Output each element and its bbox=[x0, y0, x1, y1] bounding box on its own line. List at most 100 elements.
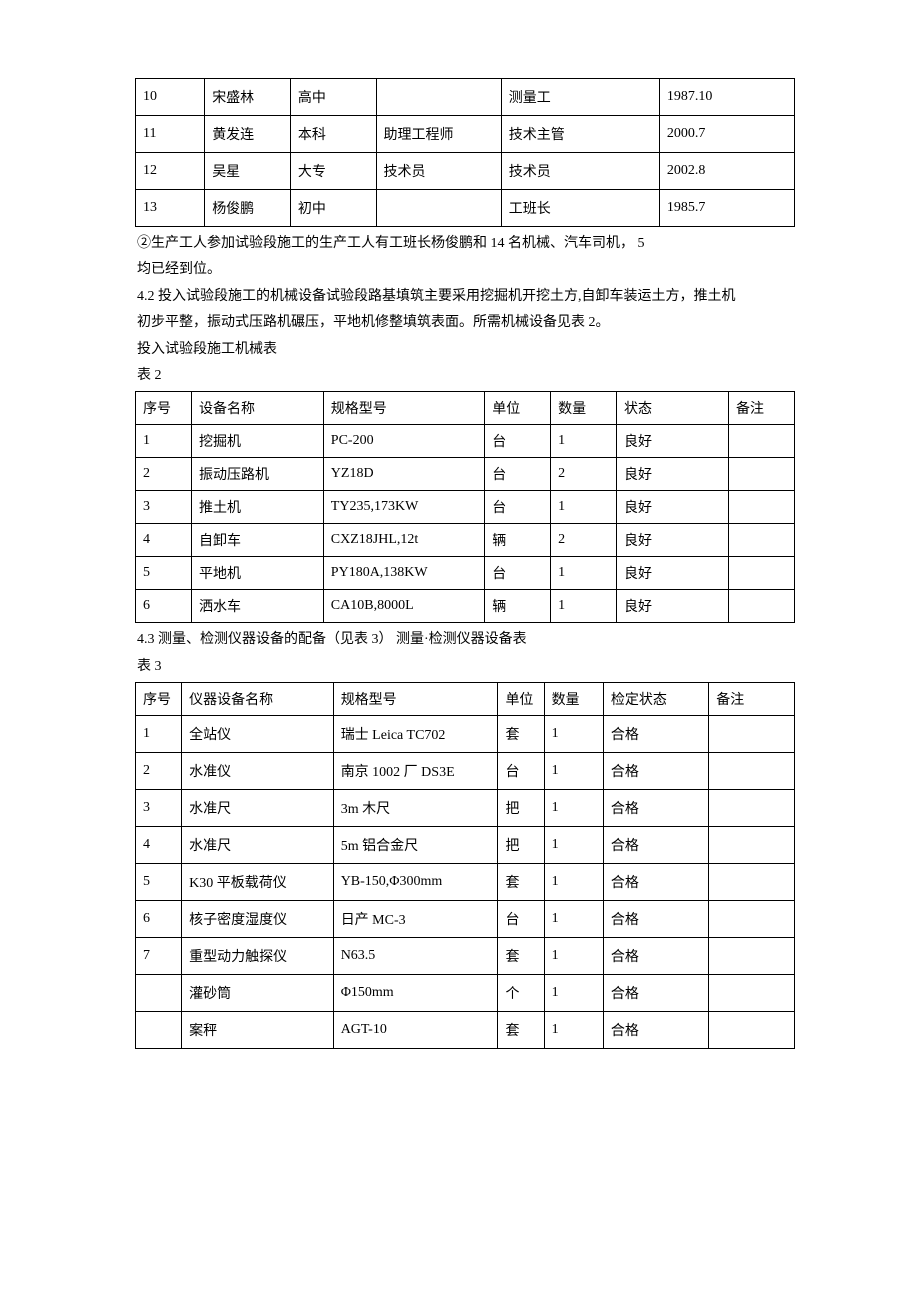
table-cell: 初中 bbox=[290, 190, 376, 227]
table-cell bbox=[709, 1012, 795, 1049]
table-cell bbox=[709, 901, 795, 938]
para-6: 4.3 测量、检测仪器设备的配备（见表 3） 测量·检测仪器设备表 bbox=[137, 629, 793, 651]
table-row: 3推土机TY235,173KW台1良好 bbox=[136, 491, 795, 524]
table-cell: 1 bbox=[544, 753, 603, 790]
table-cell: 11 bbox=[136, 116, 205, 153]
table-cell: 合格 bbox=[603, 1012, 708, 1049]
table-cell: 水准尺 bbox=[182, 790, 334, 827]
table-header-cell: 状态 bbox=[617, 392, 729, 425]
machinery-table: 序号设备名称规格型号单位数量状态备注1挖掘机PC-200台1良好2振动压路机YZ… bbox=[135, 391, 795, 623]
table-cell bbox=[709, 864, 795, 901]
table-cell bbox=[136, 1012, 182, 1049]
table-header-cell: 备注 bbox=[709, 683, 795, 716]
table-cell: 1 bbox=[544, 901, 603, 938]
table-cell: 4 bbox=[136, 524, 192, 557]
table-header-cell: 序号 bbox=[136, 683, 182, 716]
table-row: 1挖掘机PC-200台1良好 bbox=[136, 425, 795, 458]
table-row: 灌砂筒Φ150mm个1合格 bbox=[136, 975, 795, 1012]
table-row: 2振动压路机YZ18D台2良好 bbox=[136, 458, 795, 491]
table-cell: 合格 bbox=[603, 790, 708, 827]
table-cell: 2002.8 bbox=[659, 153, 794, 190]
table-cell: 套 bbox=[498, 1012, 544, 1049]
table-header-cell: 规格型号 bbox=[323, 392, 484, 425]
table-cell: 合格 bbox=[603, 716, 708, 753]
table-cell: 振动压路机 bbox=[192, 458, 324, 491]
table-cell: 良好 bbox=[617, 590, 729, 623]
table-row: 7重型动力触探仪N63.5套1合格 bbox=[136, 938, 795, 975]
table-cell: 高中 bbox=[290, 79, 376, 116]
table-cell: 水准仪 bbox=[182, 753, 334, 790]
table-cell: 日产 MC-3 bbox=[333, 901, 498, 938]
table-cell: 3m 木尺 bbox=[333, 790, 498, 827]
table-header-cell: 单位 bbox=[485, 392, 551, 425]
table-row: 3水准尺3m 木尺把1合格 bbox=[136, 790, 795, 827]
table-header-cell: 仪器设备名称 bbox=[182, 683, 334, 716]
table-cell: 1 bbox=[544, 864, 603, 901]
paragraph-block-2: 4.3 测量、检测仪器设备的配备（见表 3） 测量·检测仪器设备表 表 3 bbox=[135, 623, 795, 678]
table-cell: 台 bbox=[485, 557, 551, 590]
table-cell: 平地机 bbox=[192, 557, 324, 590]
table-row: 1全站仪瑞士 Leica TC702套1合格 bbox=[136, 716, 795, 753]
table-cell: 1 bbox=[136, 716, 182, 753]
table-cell: 灌砂筒 bbox=[182, 975, 334, 1012]
table-cell: 10 bbox=[136, 79, 205, 116]
table-cell: 6 bbox=[136, 901, 182, 938]
table-cell bbox=[376, 79, 501, 116]
table-cell: K30 平板载荷仪 bbox=[182, 864, 334, 901]
table-cell: 助理工程师 bbox=[376, 116, 501, 153]
table-cell bbox=[729, 524, 795, 557]
table-row: 案秤AGT-10套1合格 bbox=[136, 1012, 795, 1049]
table-cell bbox=[709, 716, 795, 753]
table-cell: 1 bbox=[551, 425, 617, 458]
table-row: 13杨俊鹏初中工班长1985.7 bbox=[136, 190, 795, 227]
table-cell bbox=[729, 557, 795, 590]
table-cell: PY180A,138KW bbox=[323, 557, 484, 590]
table2-caption: 表 2 bbox=[137, 365, 793, 387]
table-cell bbox=[709, 827, 795, 864]
table-cell: CA10B,8000L bbox=[323, 590, 484, 623]
table-cell: 挖掘机 bbox=[192, 425, 324, 458]
table-cell: 自卸车 bbox=[192, 524, 324, 557]
table-cell: 技术员 bbox=[376, 153, 501, 190]
instrument-table: 序号仪器设备名称规格型号单位数量检定状态备注1全站仪瑞士 Leica TC702… bbox=[135, 682, 795, 1049]
table-cell: 1 bbox=[551, 557, 617, 590]
table-cell: 5 bbox=[136, 864, 182, 901]
table-cell: 套 bbox=[498, 864, 544, 901]
table-cell: 6 bbox=[136, 590, 192, 623]
table-cell: 工班长 bbox=[501, 190, 659, 227]
table-row: 11黄发连本科助理工程师技术主管2000.7 bbox=[136, 116, 795, 153]
table-cell: 3 bbox=[136, 491, 192, 524]
table-cell: 良好 bbox=[617, 557, 729, 590]
table-cell: 本科 bbox=[290, 116, 376, 153]
table-row: 12吴星大专技术员技术员2002.8 bbox=[136, 153, 795, 190]
table-cell: 1 bbox=[136, 425, 192, 458]
table-cell: 技术员 bbox=[501, 153, 659, 190]
table-cell bbox=[709, 753, 795, 790]
table-cell: 合格 bbox=[603, 827, 708, 864]
table-cell: 7 bbox=[136, 938, 182, 975]
table-cell: 1 bbox=[544, 716, 603, 753]
table-cell: 1 bbox=[551, 491, 617, 524]
table-cell: 2 bbox=[551, 458, 617, 491]
table-cell: 12 bbox=[136, 153, 205, 190]
table-cell: 1985.7 bbox=[659, 190, 794, 227]
table-cell: 合格 bbox=[603, 938, 708, 975]
table-cell: AGT-10 bbox=[333, 1012, 498, 1049]
table-cell: 套 bbox=[498, 716, 544, 753]
table-cell: 宋盛林 bbox=[205, 79, 291, 116]
table-cell: 5m 铝合金尺 bbox=[333, 827, 498, 864]
table-cell: 核子密度湿度仪 bbox=[182, 901, 334, 938]
table-cell: Φ150mm bbox=[333, 975, 498, 1012]
table-cell: 合格 bbox=[603, 864, 708, 901]
table-cell: 吴星 bbox=[205, 153, 291, 190]
table-cell: TY235,173KW bbox=[323, 491, 484, 524]
table-cell: 1 bbox=[544, 1012, 603, 1049]
table-row: 5平地机PY180A,138KW台1良好 bbox=[136, 557, 795, 590]
table-cell: 良好 bbox=[617, 458, 729, 491]
table-cell: 合格 bbox=[603, 975, 708, 1012]
table-cell: YZ18D bbox=[323, 458, 484, 491]
table-cell bbox=[709, 938, 795, 975]
table-cell: 案秤 bbox=[182, 1012, 334, 1049]
table-cell: 2 bbox=[551, 524, 617, 557]
table-cell: 良好 bbox=[617, 524, 729, 557]
